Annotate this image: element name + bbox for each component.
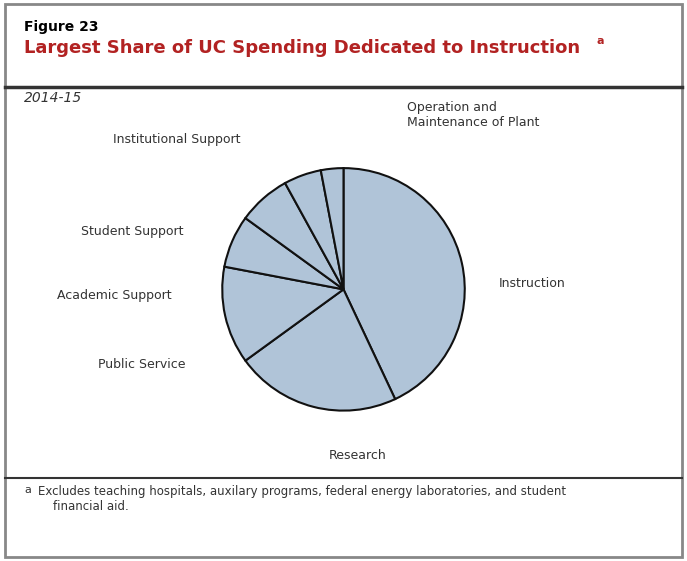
Wedge shape bbox=[245, 289, 395, 411]
Text: Research: Research bbox=[329, 449, 387, 462]
Text: 2014-15: 2014-15 bbox=[24, 91, 82, 105]
Wedge shape bbox=[321, 168, 344, 289]
Text: Public Service: Public Service bbox=[98, 358, 186, 371]
Wedge shape bbox=[344, 168, 464, 399]
Text: Student Support: Student Support bbox=[81, 224, 183, 238]
Text: Instruction: Instruction bbox=[499, 277, 565, 290]
Text: Excludes teaching hospitals, auxilary programs, federal energy laboratories, and: Excludes teaching hospitals, auxilary pr… bbox=[38, 485, 566, 513]
Text: Institutional Support: Institutional Support bbox=[113, 134, 240, 146]
Wedge shape bbox=[245, 183, 344, 289]
Text: Largest Share of UC Spending Dedicated to Instruction: Largest Share of UC Spending Dedicated t… bbox=[24, 39, 580, 57]
Text: Academic Support: Academic Support bbox=[57, 289, 171, 302]
Wedge shape bbox=[223, 266, 344, 361]
Wedge shape bbox=[285, 171, 344, 289]
Text: Figure 23: Figure 23 bbox=[24, 20, 98, 34]
Text: a: a bbox=[24, 485, 31, 495]
Wedge shape bbox=[225, 218, 344, 289]
Text: a: a bbox=[596, 36, 604, 47]
Text: Operation and
Maintenance of Plant: Operation and Maintenance of Plant bbox=[407, 102, 539, 130]
